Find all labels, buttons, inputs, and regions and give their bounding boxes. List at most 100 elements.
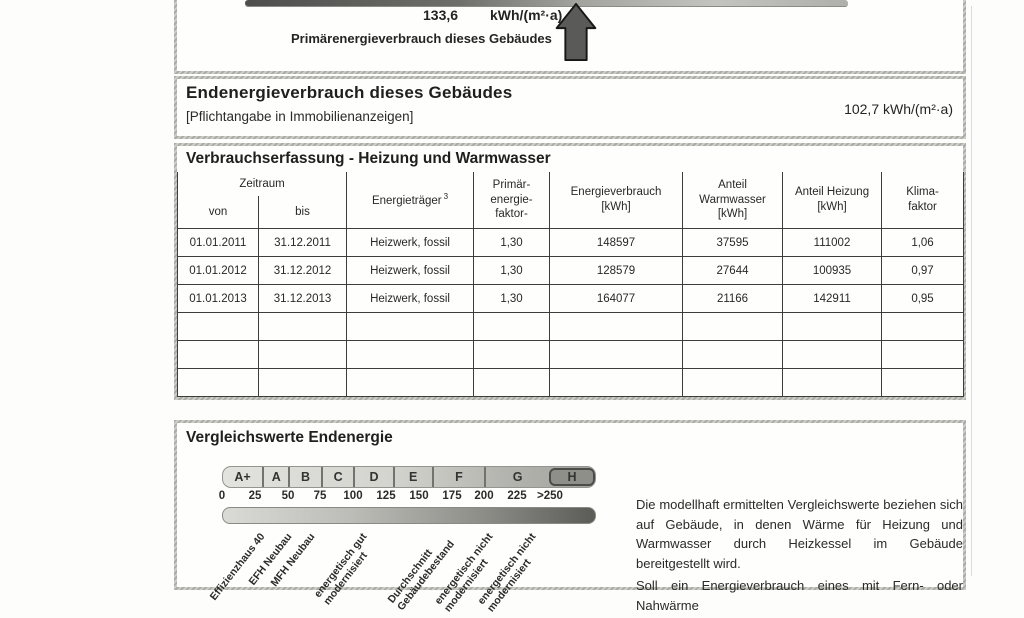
table-cell: 01.01.2013 bbox=[177, 284, 259, 313]
primary-energy-box: 133,6 kWh/(m²·a) Primärenergieverbrauch … bbox=[174, 0, 966, 74]
header-energietraeger: Energieträger 3 bbox=[346, 172, 475, 229]
table-cell bbox=[177, 368, 259, 397]
scale-tick: 50 bbox=[281, 490, 295, 502]
table-cell bbox=[473, 368, 551, 397]
energy-class-band: A+ A B C D E F G H bbox=[222, 466, 596, 488]
scale-tick: 225 bbox=[507, 490, 527, 502]
header-anteil-heizung: Anteil Heizung [kWh] bbox=[782, 172, 883, 229]
energy-class-a: A bbox=[262, 467, 288, 487]
scale-tick: 75 bbox=[313, 490, 327, 502]
scale-comparison-label: energetisch gut modernisiert bbox=[311, 531, 370, 608]
energy-class-a+: A+ bbox=[234, 470, 251, 484]
table-cell: 142911 bbox=[782, 284, 883, 313]
scanned-energy-certificate-page: 133,6 kWh/(m²·a) Primärenergieverbrauch … bbox=[174, 0, 972, 614]
header-energietraeger-label: Energieträger bbox=[371, 194, 442, 207]
table-row: 01.01.2013 31.12.2013 Heizwerk, fossil 1,30… bbox=[177, 284, 965, 313]
scale-tick: 125 bbox=[376, 490, 396, 502]
comparison-title: Vergleichswerte Endenergie bbox=[186, 429, 393, 446]
table-cell bbox=[346, 312, 475, 341]
table-cell: 0,95 bbox=[881, 284, 965, 313]
scale-bar-remnant bbox=[245, 0, 848, 6]
table-cell bbox=[782, 340, 883, 369]
comparison-box: Vergleichswerte Endenergie A+ A B C D E F G H 0 2… bbox=[174, 420, 966, 614]
energy-gradient-band bbox=[222, 507, 596, 524]
table-cell: 31.12.2013 bbox=[257, 284, 348, 313]
table-cell: 27644 bbox=[682, 256, 784, 285]
scale-tick: 175 bbox=[442, 490, 462, 502]
comparison-note: Die modellhaft ermittelten Vergleichswer… bbox=[636, 495, 963, 618]
table-cell: Heizwerk, fossil bbox=[346, 256, 475, 285]
consumption-table: Zeitraum von bis Energieträger 3 Primär- … bbox=[176, 172, 965, 397]
table-row bbox=[177, 312, 965, 341]
header-klimafaktor: Klima- faktor bbox=[881, 172, 965, 229]
energy-class-e: E bbox=[392, 467, 432, 487]
table-row bbox=[177, 368, 965, 397]
table-cell bbox=[549, 312, 684, 341]
table-cell bbox=[346, 368, 475, 397]
scale-tick: >250 bbox=[537, 490, 563, 502]
table-cell bbox=[257, 340, 348, 369]
table-cell bbox=[473, 312, 551, 341]
table-cell: 164077 bbox=[549, 284, 684, 313]
table-cell bbox=[782, 312, 883, 341]
primary-energy-label: Primärenergieverbrauch dieses Gebäudes bbox=[291, 31, 552, 46]
table-cell: 128579 bbox=[549, 256, 684, 285]
table-cell: 1,30 bbox=[473, 228, 551, 257]
table-cell bbox=[682, 368, 784, 397]
table-cell bbox=[881, 368, 965, 397]
energy-scale-ticks: 0 25 50 75 100 125 150 175 200 225 >250 bbox=[218, 490, 596, 505]
table-cell: 1,30 bbox=[473, 256, 551, 285]
end-energy-title: Endenergieverbrauch dieses Gebäudes bbox=[186, 83, 513, 102]
end-energy-subtitle: [Pflichtangabe in Immobilienanzeigen] bbox=[186, 109, 414, 124]
table-cell: 1,06 bbox=[881, 228, 965, 257]
primary-energy-unit: kWh/(m²·a) bbox=[490, 7, 563, 23]
table-cell bbox=[257, 312, 348, 341]
table-cell bbox=[473, 340, 551, 369]
table-cell bbox=[549, 368, 684, 397]
page-right-edge bbox=[971, 6, 972, 576]
table-cell bbox=[346, 340, 475, 369]
table-cell: 01.01.2011 bbox=[177, 228, 259, 257]
table-row bbox=[177, 340, 965, 369]
consumption-title: Verbrauchserfassung - Heizung und Warmwa… bbox=[186, 150, 551, 167]
consumption-box: Verbrauchserfassung - Heizung und Warmwa… bbox=[174, 143, 966, 400]
table-cell bbox=[177, 312, 259, 341]
energy-class-h: H bbox=[549, 468, 595, 486]
table-row: 01.01.2011 31.12.2011 Heizwerk, fossil 1,30… bbox=[177, 228, 965, 257]
header-divider bbox=[258, 196, 259, 228]
header-energieverbrauch: Energieverbrauch [kWh] bbox=[549, 172, 684, 229]
table-cell bbox=[177, 340, 259, 369]
table-cell: Heizwerk, fossil bbox=[346, 284, 475, 313]
header-bis: bis bbox=[295, 205, 310, 218]
scale-tick: 25 bbox=[248, 490, 262, 502]
table-cell: 37595 bbox=[682, 228, 784, 257]
scale-tick: 200 bbox=[474, 490, 494, 502]
end-energy-value: 102,7 kWh/(m²·a) bbox=[844, 101, 953, 117]
table-cell bbox=[782, 368, 883, 397]
scale-tick: 0 bbox=[218, 490, 226, 502]
table-cell: 1,30 bbox=[473, 284, 551, 313]
table-cell: 01.01.2012 bbox=[177, 256, 259, 285]
note-paragraph-2: Soll ein Energieverbrauch eines mit Fern… bbox=[636, 578, 963, 613]
primary-energy-value: 133,6 bbox=[423, 7, 459, 23]
table-cell: 111002 bbox=[782, 228, 883, 257]
energy-scale: A+ A B C D E F G H 0 25 50 75 100 125 150 175 200 225 >250 bbox=[218, 466, 596, 528]
table-cell: 0,97 bbox=[881, 256, 965, 285]
note-paragraph-1: Die modellhaft ermittelten Vergleichswer… bbox=[636, 497, 963, 571]
header-von: von bbox=[208, 205, 228, 218]
table-cell: Heizwerk, fossil bbox=[346, 228, 475, 257]
table-cell bbox=[881, 340, 965, 369]
table-row: 01.01.2012 31.12.2012 Heizwerk, fossil 1,30… bbox=[177, 256, 965, 285]
table-cell bbox=[682, 340, 784, 369]
header-anteil-warmwasser: Anteil Warmwasser [kWh] bbox=[682, 172, 784, 229]
header-primaerfaktor: Primär- energie- faktor- bbox=[473, 172, 551, 229]
up-arrow-icon bbox=[554, 2, 598, 67]
energy-class-c: C bbox=[320, 467, 354, 487]
scale-tick: 100 bbox=[343, 490, 363, 502]
consumption-table-body: 01.01.2011 31.12.2011 Heizwerk, fossil 1,30… bbox=[177, 228, 965, 397]
consumption-table-header: Zeitraum von bis Energieträger 3 Primär- … bbox=[176, 172, 965, 229]
table-cell: 31.12.2011 bbox=[257, 228, 348, 257]
energy-class-f: F bbox=[431, 467, 484, 487]
table-cell bbox=[881, 312, 965, 341]
energy-class-g: G bbox=[484, 467, 549, 487]
